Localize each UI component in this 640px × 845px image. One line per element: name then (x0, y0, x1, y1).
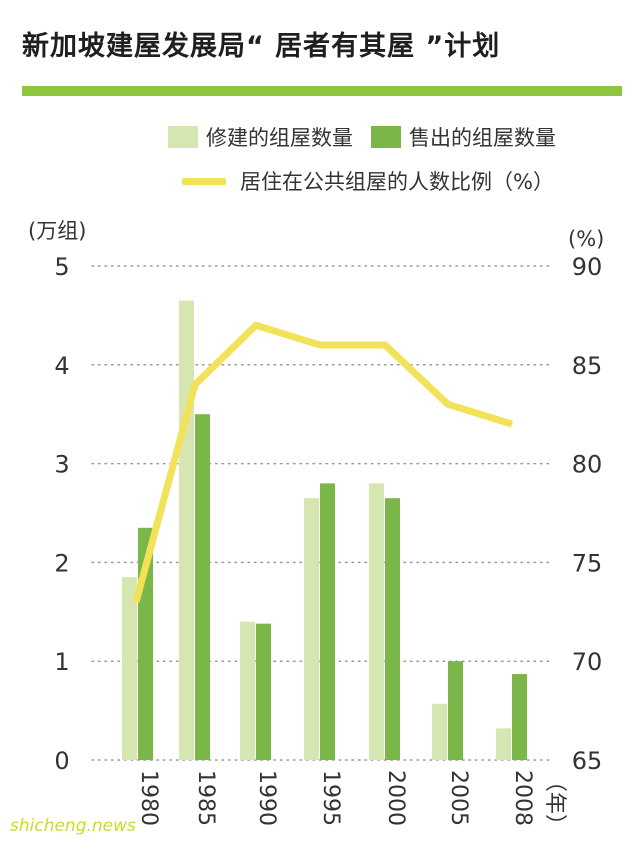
bar-sold-1985 (195, 414, 210, 760)
legend-swatch-sold (371, 126, 401, 148)
legend-bars: 修建的组屋数量 售出的组屋数量 (168, 122, 556, 152)
bar-sold-1995 (320, 483, 335, 760)
left-axis-label: (万组) (28, 219, 86, 243)
left-tick-label: 1 (54, 648, 69, 676)
legend-line: 居住在公共组屋的人数比例（%） (182, 166, 554, 196)
watermark: shicheng.news (10, 816, 136, 836)
bar-sold-2000 (385, 498, 400, 760)
right-tick-label: 75 (572, 549, 603, 577)
legend-label-built: 修建的组屋数量 (206, 126, 353, 150)
legend-label-sold: 售出的组屋数量 (409, 126, 556, 150)
line-ratio (132, 321, 514, 603)
x-tick-label: 1980 (136, 770, 161, 826)
bar-built-1980 (122, 577, 137, 760)
title-divider (22, 86, 622, 96)
x-tick-label: 2005 (446, 770, 471, 826)
left-tick-label: 0 (54, 747, 69, 775)
bar-built-1990 (240, 621, 255, 760)
left-tick-label: 3 (54, 451, 69, 479)
bar-built-2000 (369, 483, 384, 760)
right-tick-label: 70 (572, 648, 603, 676)
chart-title: 新加坡建屋发展局“ 居者有其屋 ”计划 (22, 31, 501, 62)
right-tick-label: 90 (572, 253, 603, 281)
x-tick-label: 1990 (254, 770, 279, 826)
x-tick-label: 2000 (383, 770, 408, 826)
right-axis-label: (%) (568, 227, 604, 251)
right-tick-label: 80 (572, 451, 603, 479)
bar-sold-1990 (256, 623, 271, 760)
bar-built-2008 (496, 728, 511, 760)
bar-sold-2005 (448, 661, 463, 760)
bar-built-1985 (179, 300, 194, 760)
x-tick-label: 2008 (510, 770, 535, 826)
legend-swatch-ratio (182, 177, 226, 185)
left-tick-label: 4 (54, 352, 69, 380)
legend-swatch-built (168, 126, 198, 148)
x-axis-unit-label: （年） (542, 770, 567, 836)
right-tick-label: 65 (572, 747, 603, 775)
right-tick-label: 85 (572, 352, 603, 380)
bar-built-1995 (304, 498, 319, 760)
legend-label-ratio: 居住在公共组屋的人数比例（%） (240, 170, 554, 194)
left-tick-label: 5 (54, 253, 69, 281)
x-tick-label: 1985 (193, 770, 218, 826)
bar-sold-2008 (512, 674, 527, 760)
x-tick-label: 1995 (318, 770, 343, 826)
bar-built-2005 (432, 703, 447, 760)
left-tick-label: 2 (54, 549, 69, 577)
